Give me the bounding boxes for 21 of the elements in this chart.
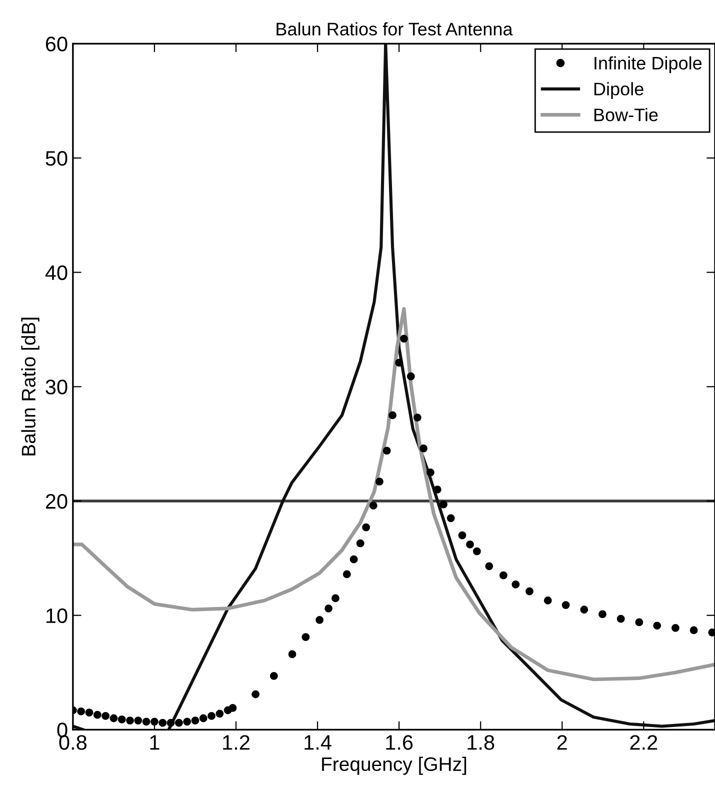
- y-tick-label: 60: [46, 36, 68, 52]
- chart-title: Balun Ratios for Test Antenna: [276, 22, 513, 36]
- x-axis-title: Frequency [GHz]: [322, 756, 466, 775]
- x-tick-label: 1.6: [386, 735, 413, 750]
- x-tick-label: 2.2: [630, 735, 658, 750]
- line-series: [72, 307, 715, 682]
- y-tick-label: 10: [46, 608, 68, 624]
- legend-label: Dipole: [594, 82, 644, 99]
- x-tick-label: 2: [557, 735, 567, 750]
- y-tick-label: 40: [45, 265, 68, 280]
- x-tick-label: 1.2: [223, 735, 250, 750]
- legend-label: Infinite Dipole: [594, 56, 702, 74]
- y-axis-title: Balun Ratio [dB]: [21, 318, 40, 456]
- legend-label: Bow-Tie: [594, 108, 658, 122]
- x-tick-label: 0.8: [59, 735, 87, 750]
- y-tick-label: 20: [46, 494, 68, 509]
- y-tick-label: 50: [46, 151, 68, 166]
- x-tick-label: 1: [150, 735, 160, 750]
- x-tick-label: 1.4: [304, 735, 332, 750]
- x-tick-label: 1.8: [468, 735, 494, 750]
- y-tick-label: 30: [46, 380, 68, 394]
